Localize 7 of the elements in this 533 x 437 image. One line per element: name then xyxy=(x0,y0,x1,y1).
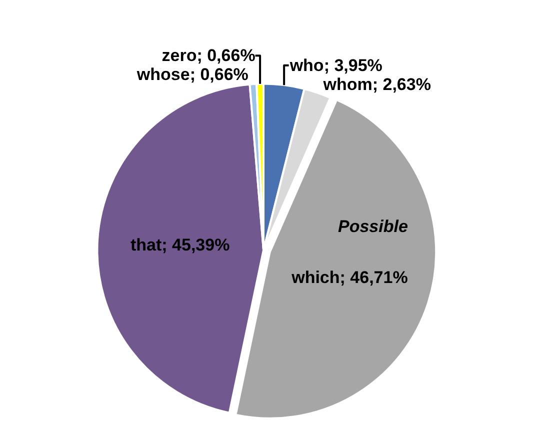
slice-label: that; 45,39% xyxy=(130,235,230,254)
text: Possible xyxy=(338,217,408,236)
slice-label: which; 46,71% xyxy=(290,268,408,288)
slice-label: zero; 0,66% xyxy=(162,46,256,66)
slice-label: who; 3,95% xyxy=(288,56,382,75)
slice-label: whom; 2,63% xyxy=(322,74,431,94)
slice-label: whose; 0,66% xyxy=(136,65,248,84)
